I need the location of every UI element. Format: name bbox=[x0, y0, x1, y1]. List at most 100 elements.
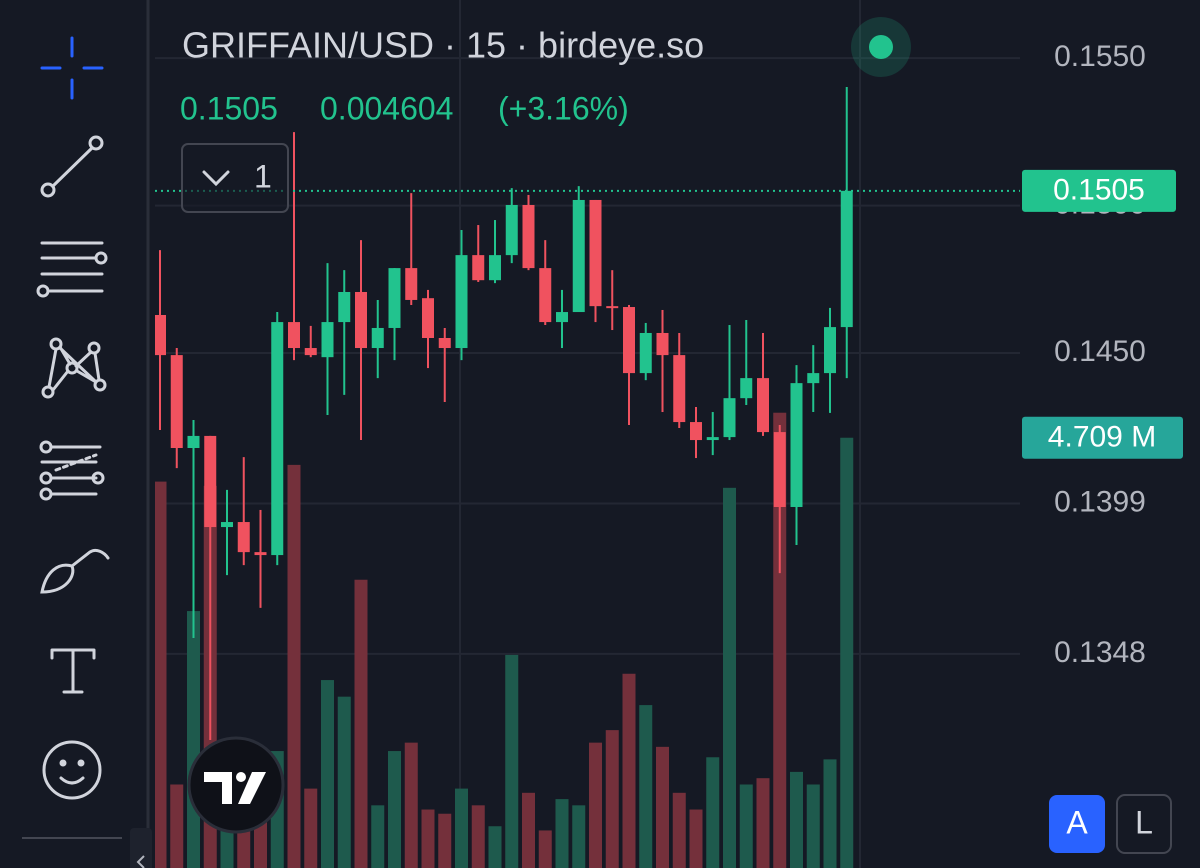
volume-bar bbox=[170, 784, 184, 868]
candle-body bbox=[338, 291, 351, 323]
volume-bar bbox=[155, 481, 167, 868]
candle-body bbox=[740, 378, 753, 399]
candle-body bbox=[288, 322, 300, 349]
volume-bar bbox=[572, 805, 586, 868]
candle-body bbox=[355, 291, 367, 349]
price-axis: 0.15500.15000.14500.13990.13480.15054.70… bbox=[1022, 40, 1183, 669]
last-price: 0.1505 bbox=[180, 90, 278, 126]
trendline-tool[interactable] bbox=[40, 135, 104, 198]
candle-body bbox=[388, 268, 401, 328]
candle-body bbox=[405, 268, 418, 300]
y-tick-label: 0.1348 bbox=[1054, 636, 1146, 669]
volume-bar bbox=[404, 742, 418, 868]
fib-tool[interactable] bbox=[36, 241, 108, 298]
auto-scale-button[interactable]: A bbox=[1049, 795, 1105, 853]
candle-body bbox=[254, 552, 267, 556]
tradingview-logo bbox=[187, 736, 285, 834]
candle-body bbox=[824, 327, 836, 374]
log-scale-button[interactable]: L bbox=[1116, 794, 1172, 854]
crosshair-tool[interactable] bbox=[40, 36, 104, 100]
volume-bar bbox=[337, 696, 351, 868]
candle-body bbox=[170, 355, 183, 449]
volume-bar bbox=[354, 579, 368, 868]
emoji-tool[interactable] bbox=[42, 740, 102, 800]
candle-body bbox=[623, 307, 635, 374]
volume-bar bbox=[421, 809, 435, 868]
candle-body bbox=[438, 337, 451, 349]
candle-body bbox=[187, 435, 200, 449]
volume-bar bbox=[538, 830, 552, 868]
price-change: 0.004604 bbox=[320, 90, 453, 126]
button-label: A bbox=[1066, 804, 1088, 840]
candle-body bbox=[489, 255, 501, 281]
candle-body bbox=[572, 199, 585, 313]
candle-body bbox=[304, 348, 317, 356]
volume-bar bbox=[773, 412, 787, 868]
button-label: L bbox=[1135, 804, 1153, 840]
volume-bar bbox=[756, 778, 770, 868]
volume-bar bbox=[723, 487, 736, 868]
pattern-tool[interactable] bbox=[41, 337, 107, 399]
volume-bar bbox=[806, 784, 820, 868]
volume-bar bbox=[605, 730, 619, 868]
candle-body bbox=[472, 255, 485, 281]
volume-bar bbox=[455, 788, 468, 868]
live-indicator bbox=[851, 17, 911, 77]
volume-bar bbox=[505, 654, 519, 868]
volume-bar bbox=[672, 792, 686, 868]
candle-body bbox=[204, 435, 217, 528]
interval-selector[interactable]: 1 bbox=[181, 143, 289, 213]
collapse-button[interactable] bbox=[130, 828, 152, 868]
volume-bar bbox=[321, 680, 334, 868]
candle-body bbox=[589, 199, 602, 307]
projection-tool[interactable] bbox=[39, 440, 105, 501]
candle-body bbox=[773, 432, 786, 507]
candle-body bbox=[237, 522, 250, 553]
volume-bar bbox=[488, 826, 502, 868]
y-tick-label: 0.1550 bbox=[1054, 40, 1146, 73]
volume-bar bbox=[438, 813, 452, 868]
candle-body bbox=[673, 355, 686, 423]
volume-bar bbox=[739, 784, 753, 868]
volume-bar bbox=[371, 805, 385, 868]
volume-bar bbox=[589, 742, 602, 868]
candle-body bbox=[656, 332, 669, 356]
candle-body bbox=[639, 332, 652, 374]
candle-body bbox=[522, 204, 535, 269]
volume-label: 4.709 M bbox=[1048, 421, 1156, 454]
candle-body bbox=[505, 204, 518, 256]
candle-body bbox=[422, 298, 434, 338]
candle-body bbox=[321, 322, 334, 358]
volume-bar bbox=[388, 751, 401, 868]
y-tick-label: 0.1450 bbox=[1054, 335, 1146, 368]
price-change-percent: (+3.16%) bbox=[498, 90, 629, 126]
candle-body bbox=[723, 398, 736, 438]
brush-tool[interactable] bbox=[40, 548, 110, 594]
volume-label-bg bbox=[1022, 416, 1183, 459]
candle-body bbox=[455, 255, 468, 349]
chart-title: GRIFFAIN/USD · 15 · birdeye.so bbox=[182, 25, 704, 66]
y-tick-label: 0.1399 bbox=[1054, 485, 1146, 518]
volume-bar bbox=[304, 788, 318, 868]
candle-body bbox=[790, 383, 803, 507]
candle-body bbox=[371, 327, 384, 349]
volume-bar bbox=[555, 799, 569, 868]
volume-bar bbox=[790, 771, 803, 868]
candle-body bbox=[757, 378, 769, 433]
toolbar bbox=[22, 0, 152, 868]
candle-body bbox=[556, 312, 568, 323]
candle-body bbox=[155, 314, 166, 356]
last-price-label: 0.1505 bbox=[1053, 174, 1145, 207]
volume-bar bbox=[840, 437, 854, 868]
candle-body bbox=[606, 306, 619, 309]
volume-bar bbox=[706, 757, 720, 868]
interval-selector-label: 1 bbox=[254, 158, 272, 194]
volume-bar bbox=[187, 611, 200, 868]
volume-bar bbox=[471, 805, 485, 868]
text-tool[interactable] bbox=[50, 648, 96, 694]
chart-pane bbox=[155, 0, 1020, 868]
last-price-label-bg bbox=[1022, 169, 1176, 212]
volume-bar bbox=[823, 759, 837, 868]
candle-body bbox=[690, 422, 702, 441]
